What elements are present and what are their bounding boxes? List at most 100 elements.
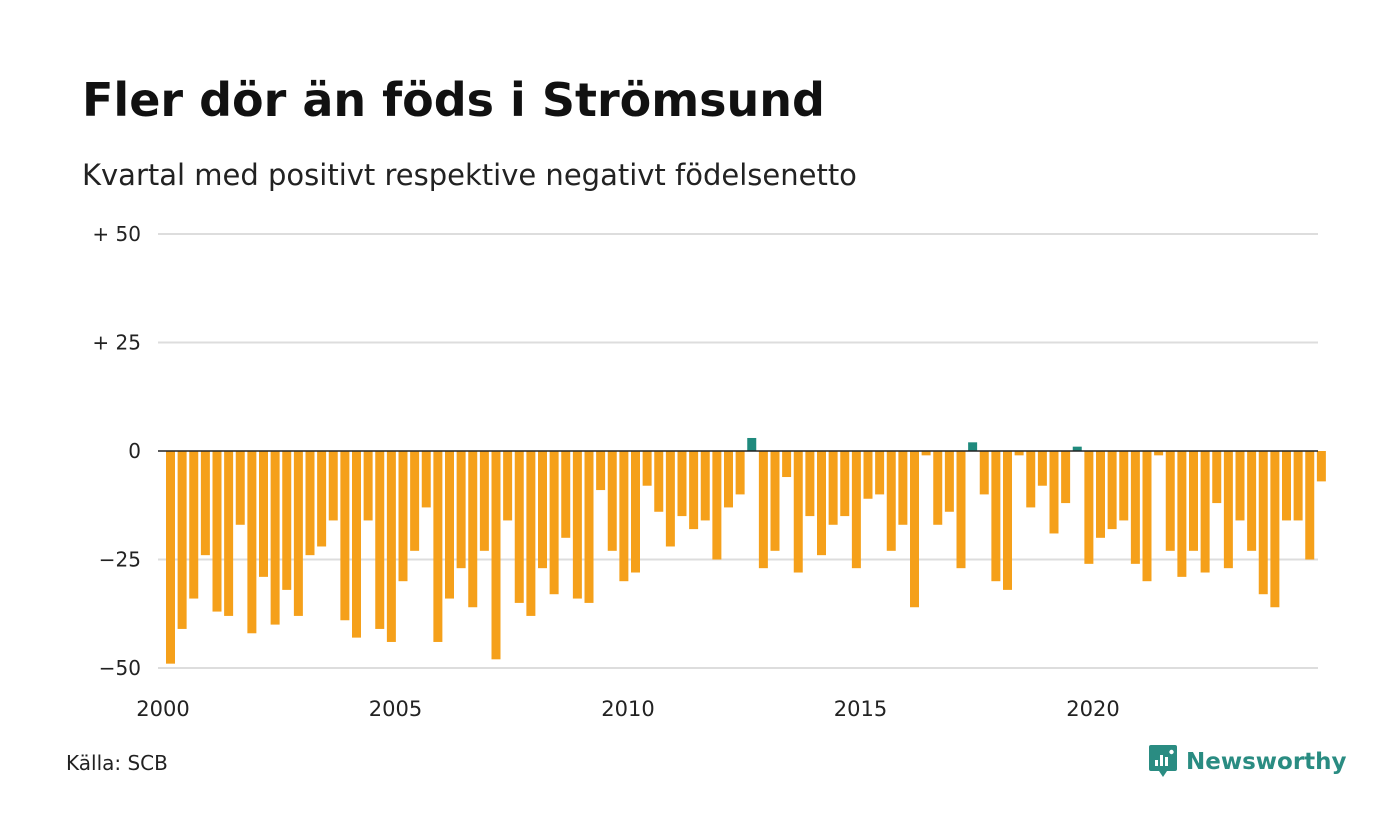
bar-2015-K1	[863, 451, 873, 499]
bar-2018-K2	[1014, 451, 1024, 456]
bar-2014-K4	[851, 451, 861, 569]
bar-2021-K1	[1142, 451, 1152, 582]
x-tick-label: 2020	[1066, 697, 1119, 721]
bar-2008-K1	[538, 451, 547, 569]
bar-2016-K1	[910, 451, 919, 608]
bar-2009-K3	[607, 451, 617, 551]
bar-2007-K1	[491, 451, 501, 660]
bar-2001-K2	[224, 451, 234, 616]
y-tick-label: −25	[99, 548, 141, 572]
bar-2015-K4	[898, 451, 908, 525]
bar-2005-K2	[410, 451, 420, 551]
bar-2010-K4	[665, 451, 675, 547]
bar-2011-K2	[689, 451, 699, 530]
bar-2023-K4	[1270, 451, 1280, 608]
bar-2019-K3	[1072, 446, 1082, 451]
bar-2000-K3	[189, 451, 199, 599]
source-note: Källa: SCB	[66, 751, 168, 775]
bar-2004-K2	[363, 451, 373, 521]
bar-2001-K1	[212, 451, 222, 612]
bar-2002-K2	[270, 451, 280, 625]
newsworthy-logo-icon	[1149, 745, 1177, 777]
x-tick-label: 2015	[834, 697, 887, 721]
brand-name: Newsworthy	[1186, 749, 1347, 775]
bar-2004-K3	[375, 451, 385, 629]
bar-2022-K1	[1189, 451, 1198, 551]
bar-2009-K4	[619, 451, 629, 582]
bar-2013-K2	[782, 451, 792, 478]
bar-2017-K3	[979, 451, 989, 495]
bar-2004-K1	[352, 451, 361, 638]
bar-2018-K4	[1037, 451, 1047, 486]
bar-2019-K4	[1084, 451, 1094, 564]
bar-2019-K1	[1049, 451, 1059, 534]
chart-title: Fler dör än föds i Strömsund	[82, 73, 825, 127]
bar-2001-K4	[247, 451, 257, 634]
bar-2008-K3	[561, 451, 571, 538]
bar-2024-K1	[1282, 451, 1291, 521]
bar-2014-K1	[817, 451, 826, 556]
bar-2005-K1	[398, 451, 408, 582]
bar-2000-K4	[200, 451, 210, 556]
bar-2005-K4	[433, 451, 443, 642]
bar-2001-K3	[235, 451, 245, 525]
bar-2014-K3	[840, 451, 850, 517]
bar-2010-K2	[642, 451, 652, 486]
bar-2018-K1	[1003, 451, 1012, 590]
bar-2023-K3	[1258, 451, 1268, 595]
bar-2016-K2	[921, 451, 931, 456]
bar-2011-K3	[700, 451, 710, 521]
bar-2017-K1	[956, 451, 966, 569]
bar-2004-K4	[386, 451, 396, 642]
y-tick-label: + 50	[92, 222, 141, 246]
bar-2024-K3	[1305, 451, 1315, 560]
bar-2003-K2	[317, 451, 327, 547]
bar-2006-K4	[479, 451, 489, 551]
bar-2019-K2	[1061, 451, 1071, 504]
bar-2022-K3	[1212, 451, 1222, 504]
chart-subtitle: Kvartal med positivt respektive negativt…	[82, 158, 857, 192]
y-tick-label: 0	[128, 439, 141, 463]
bar-2016-K4	[944, 451, 954, 512]
bar-2002-K4	[293, 451, 303, 616]
bar-2010-K3	[654, 451, 664, 512]
bar-2003-K4	[340, 451, 350, 621]
bar-2006-K1	[445, 451, 454, 599]
bar-2020-K2	[1107, 451, 1117, 530]
bar-2013-K1	[770, 451, 780, 551]
bar-2011-K1	[677, 451, 687, 517]
bar-2006-K3	[468, 451, 478, 608]
bar-2015-K2	[875, 451, 885, 495]
bar-2012-K3	[747, 437, 757, 451]
bar-2021-K4	[1177, 451, 1187, 577]
bar-2007-K3	[514, 451, 524, 603]
bar-2024-K2	[1293, 451, 1303, 521]
bar-2017-K2	[968, 442, 978, 451]
bar-2007-K4	[526, 451, 536, 616]
bar-2021-K3	[1165, 451, 1175, 551]
bar-2005-K3	[421, 451, 431, 508]
axes: + 50 + 25 0 −25 −50 2000 2005 2010 2015 2020	[92, 222, 1318, 721]
bar-2011-K4	[712, 451, 722, 560]
bar-2003-K3	[328, 451, 338, 521]
bar-2012-K4	[758, 451, 768, 569]
bar-2012-K1	[724, 451, 733, 508]
gridlines	[158, 233, 1318, 669]
bar-2000-K1	[166, 451, 175, 664]
bar-2003-K1	[305, 451, 315, 556]
bar-2022-K4	[1223, 451, 1233, 569]
bar-2020-K4	[1130, 451, 1140, 564]
bar-2008-K2	[549, 451, 559, 595]
bar-2006-K2	[456, 451, 466, 569]
bar-2023-K2	[1247, 451, 1257, 551]
newsworthy-logo: Newsworthy	[1148, 742, 1347, 782]
bar-2002-K3	[282, 451, 292, 590]
bars	[166, 437, 1326, 664]
x-tick-label: 2010	[601, 697, 654, 721]
bar-2010-K1	[631, 451, 640, 573]
bar-2013-K4	[805, 451, 815, 517]
bar-2020-K1	[1096, 451, 1105, 538]
bar-2021-K2	[1154, 451, 1164, 456]
bar-2023-K1	[1235, 451, 1245, 521]
bar-2020-K3	[1119, 451, 1129, 521]
